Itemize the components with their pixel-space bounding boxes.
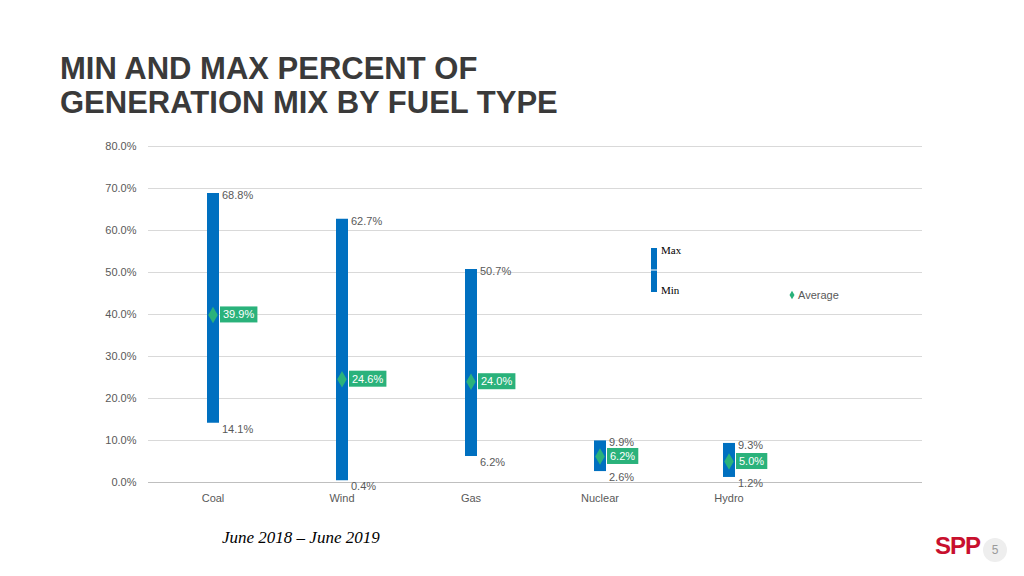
svg-text:40.0%: 40.0% [105, 308, 136, 320]
svg-text:6.2%: 6.2% [610, 450, 635, 462]
svg-text:Hydro: Hydro [714, 492, 743, 504]
svg-text:50.7%: 50.7% [480, 265, 511, 277]
svg-text:70.0%: 70.0% [105, 182, 136, 194]
svg-text:6.2%: 6.2% [480, 456, 505, 468]
svg-text:Coal: Coal [202, 492, 225, 504]
svg-text:9.9%: 9.9% [609, 436, 634, 448]
svg-text:Min: Min [661, 284, 680, 296]
svg-text:1.2%: 1.2% [738, 477, 763, 489]
svg-text:5.0%: 5.0% [739, 455, 764, 467]
svg-text:Gas: Gas [461, 492, 482, 504]
svg-text:0.4%: 0.4% [351, 480, 376, 492]
svg-text:24.0%: 24.0% [481, 375, 512, 387]
svg-text:9.3%: 9.3% [738, 439, 763, 451]
svg-text:Nuclear: Nuclear [581, 492, 619, 504]
svg-text:24.6%: 24.6% [352, 373, 383, 385]
svg-text:2.6%: 2.6% [609, 471, 634, 483]
svg-text:Average: Average [798, 289, 839, 301]
svg-text:Max: Max [661, 244, 682, 256]
svg-text:39.9%: 39.9% [223, 308, 254, 320]
svg-text:30.0%: 30.0% [105, 350, 136, 362]
svg-text:Wind: Wind [329, 492, 354, 504]
svg-text:10.0%: 10.0% [105, 434, 136, 446]
svg-text:20.0%: 20.0% [105, 392, 136, 404]
svg-text:80.0%: 80.0% [105, 140, 136, 152]
svg-text:0.0%: 0.0% [111, 476, 136, 488]
svg-text:62.7%: 62.7% [351, 215, 382, 227]
html-text:SPP: SPP [935, 532, 980, 559]
html-text:MIN AND MAX PERCENT OF GENERAT: MIN AND MAX PERCENT OF GENERATION MIX BY… [60, 51, 558, 120]
svg-text:68.8%: 68.8% [222, 189, 253, 201]
svg-text:60.0%: 60.0% [105, 224, 136, 236]
html-text:June 2018 – June 2019: June 2018 – June 2019 [222, 528, 380, 547]
html-text:5: 5 [991, 543, 999, 557]
svg-text:14.1%: 14.1% [222, 423, 253, 435]
svg-text:50.0%: 50.0% [105, 266, 136, 278]
